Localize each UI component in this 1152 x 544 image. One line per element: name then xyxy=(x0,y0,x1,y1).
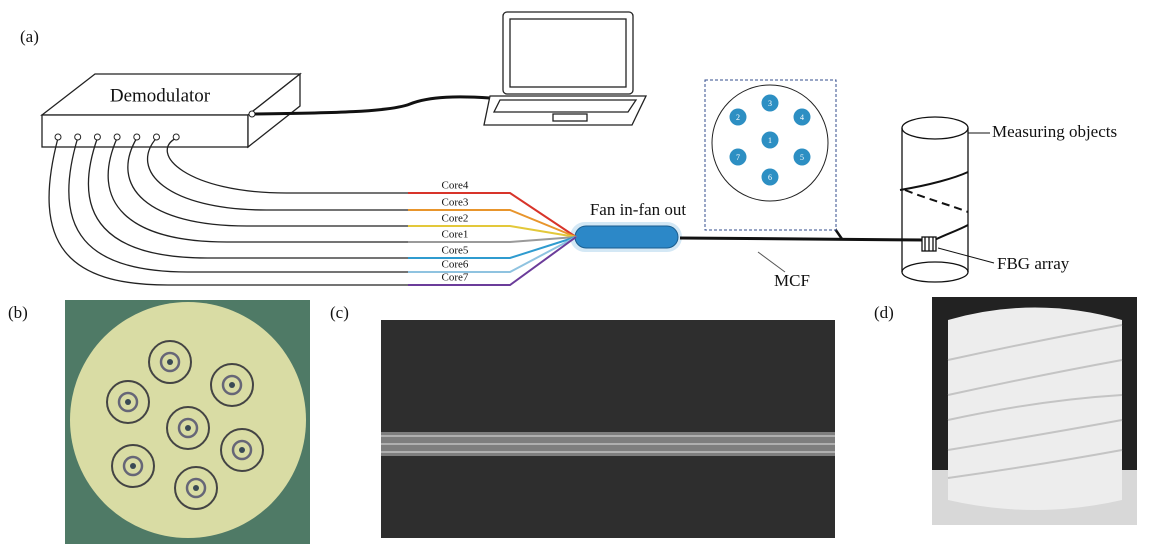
mcf-label: MCF xyxy=(774,271,810,290)
port xyxy=(94,134,100,140)
core-label: Core1 xyxy=(442,229,469,241)
core-dot xyxy=(185,425,191,431)
fan-in-fan-out xyxy=(575,226,678,248)
core-number: 4 xyxy=(800,113,804,122)
cable xyxy=(128,138,408,226)
core-dot xyxy=(229,382,235,388)
fbg-label: FBG array xyxy=(997,254,1070,273)
figure: (a) (b) (c) (d) Demodulator Fan in-fan o… xyxy=(0,0,1152,544)
core-dot xyxy=(167,359,173,365)
cable xyxy=(88,138,408,258)
cable xyxy=(69,138,408,272)
core-lead xyxy=(408,193,576,237)
substrate-photo xyxy=(381,320,835,538)
core-number: 2 xyxy=(736,113,740,122)
core-number: 3 xyxy=(768,99,772,108)
demodulator-label: Demodulator xyxy=(110,85,211,106)
core-label: Core5 xyxy=(442,245,469,257)
port xyxy=(134,134,140,140)
measuring-label: Measuring objects xyxy=(992,122,1117,141)
core-dot xyxy=(239,447,245,453)
core-dot xyxy=(125,399,131,405)
core-label: Core2 xyxy=(442,213,469,225)
cable xyxy=(49,138,408,285)
cable xyxy=(148,138,408,210)
core-number: 5 xyxy=(800,153,804,162)
core-label: Core6 xyxy=(442,259,469,271)
mcf-line xyxy=(680,238,925,240)
cylinder xyxy=(948,308,1122,511)
port xyxy=(173,134,179,140)
port xyxy=(75,134,81,140)
core-dot xyxy=(130,463,136,469)
panel-label: (d) xyxy=(874,303,894,322)
core-label: Core4 xyxy=(442,180,469,192)
port xyxy=(249,111,255,117)
core-label: Core7 xyxy=(442,272,469,284)
panel-label: (b) xyxy=(8,303,28,322)
panel-label: (a) xyxy=(20,27,39,46)
panel-label: (c) xyxy=(330,303,349,322)
core-number: 1 xyxy=(768,136,772,145)
core-number: 6 xyxy=(768,173,772,182)
core-dot xyxy=(193,485,199,491)
fan-label: Fan in-fan out xyxy=(590,200,687,219)
laptop xyxy=(484,12,646,125)
port xyxy=(154,134,160,140)
core-label: Core3 xyxy=(442,197,469,209)
port xyxy=(114,134,120,140)
core-number: 7 xyxy=(736,153,740,162)
core-lead xyxy=(408,237,576,242)
port xyxy=(55,134,61,140)
leader xyxy=(758,252,785,272)
measuring-object xyxy=(900,117,994,282)
